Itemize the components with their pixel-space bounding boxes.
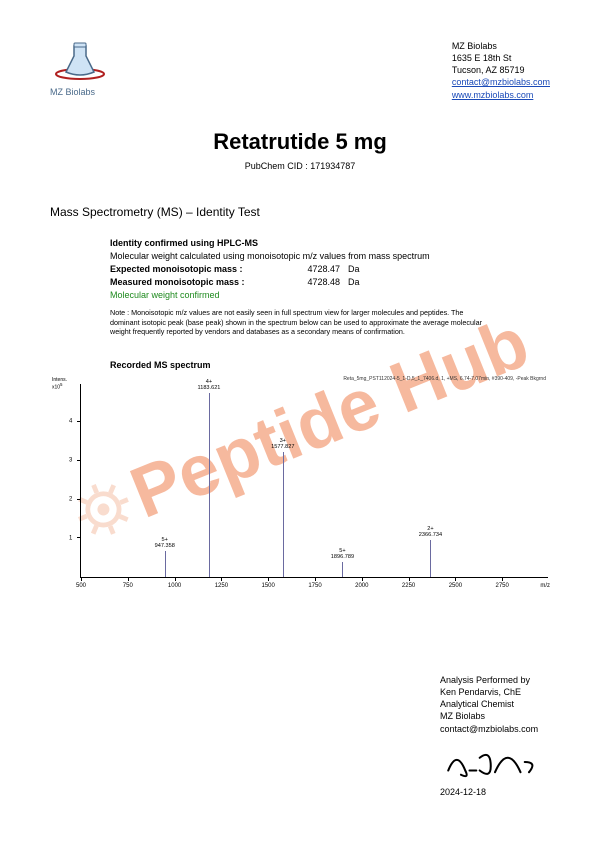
mw-method-line: Molecular weight calculated using monois… — [110, 250, 550, 263]
spectrum-peak — [342, 562, 343, 577]
y-tick: 1 — [69, 534, 72, 543]
signature — [440, 745, 550, 779]
expected-mass-row: Expected monoisotopic mass : 4728.47 Da — [110, 263, 550, 276]
measured-mass-label: Measured monoisotopic mass : — [110, 276, 280, 289]
identity-confirmed-line: Identity confirmed using HPLC-MS — [110, 237, 550, 250]
peak-label: 4+1183.621 — [198, 379, 221, 391]
x-tick: 1500 — [262, 582, 275, 591]
analysis-footer: Analysis Performed by Ken Pendarvis, ChE… — [440, 674, 550, 798]
x-tick: 2500 — [449, 582, 462, 591]
y-axis-label: Intens.x105 — [52, 378, 67, 391]
x-tick: 2250 — [402, 582, 415, 591]
company-address: MZ Biolabs 1635 E 18th St Tucson, AZ 857… — [452, 40, 550, 101]
page-title: Retatrutide 5 mg — [50, 129, 550, 155]
y-tick: 3 — [69, 456, 72, 465]
measured-mass-row: Measured monoisotopic mass : 4728.48 Da — [110, 276, 550, 289]
expected-mass-unit: Da — [348, 263, 360, 276]
analysis-date: 2024-12-18 — [440, 786, 550, 798]
measured-mass-unit: Da — [348, 276, 360, 289]
identity-block: Identity confirmed using HPLC-MS Molecul… — [110, 237, 550, 596]
page-subtitle: PubChem CID : 171934787 — [50, 161, 550, 171]
logo-caption: MZ Biolabs — [50, 87, 130, 97]
company-name: MZ Biolabs — [452, 40, 550, 52]
spectrum-heading: Recorded MS spectrum — [110, 359, 550, 372]
peak-label: 3+1577.827 — [271, 438, 294, 450]
spectrum-peak — [430, 540, 431, 577]
x-tick: 500 — [76, 582, 86, 591]
y-tick: 2 — [69, 495, 72, 504]
expected-mass-label: Expected monoisotopic mass : — [110, 263, 280, 276]
chart-plot-area: m/z 500750100012501500175020002250250027… — [80, 384, 548, 578]
ms-spectrum-chart: Intens.x105 Reta_5mg_PST112024-5_1-D,5_1… — [50, 376, 550, 596]
x-tick: 2000 — [355, 582, 368, 591]
x-axis-label: m/z — [540, 582, 550, 591]
footer-line-1: Analysis Performed by — [440, 674, 550, 686]
x-tick: 1250 — [215, 582, 228, 591]
contact-email-link[interactable]: contact@mzbiolabs.com — [452, 77, 550, 87]
measured-mass-value: 4728.48 — [280, 276, 340, 289]
x-tick: 1000 — [168, 582, 181, 591]
footer-line-2: Ken Pendarvis, ChE — [440, 686, 550, 698]
x-tick: 750 — [123, 582, 133, 591]
section-heading: Mass Spectrometry (MS) – Identity Test — [50, 205, 550, 219]
peak-label: 5+947.358 — [155, 537, 175, 549]
chart-meta-text: Reta_5mg_PST112024-5_1-D,5_1_7406.d, 1, … — [343, 376, 546, 383]
peak-label: 2+2366.734 — [419, 526, 442, 538]
spectrum-peak — [209, 393, 210, 577]
logo: MZ Biolabs — [50, 40, 130, 97]
confirm-line: Molecular weight confirmed — [110, 289, 550, 302]
address-line-2: Tucson, AZ 85719 — [452, 64, 550, 76]
peak-label: 5+1896.789 — [331, 548, 354, 560]
note-text: Note : Monoisotopic m/z values are not e… — [110, 308, 490, 337]
website-link[interactable]: www.mzbiolabs.com — [452, 90, 534, 100]
footer-line-4: MZ Biolabs — [440, 710, 550, 722]
address-line-1: 1635 E 18th St — [452, 52, 550, 64]
spectrum-peak — [283, 452, 284, 577]
x-tick: 2750 — [496, 582, 509, 591]
footer-line-5: contact@mzbiolabs.com — [440, 723, 550, 735]
y-tick: 4 — [69, 418, 72, 427]
header: MZ Biolabs MZ Biolabs 1635 E 18th St Tuc… — [50, 40, 550, 101]
x-tick: 1750 — [308, 582, 321, 591]
flask-icon — [50, 40, 110, 80]
spectrum-peak — [165, 551, 166, 577]
footer-line-3: Analytical Chemist — [440, 698, 550, 710]
expected-mass-value: 4728.47 — [280, 263, 340, 276]
